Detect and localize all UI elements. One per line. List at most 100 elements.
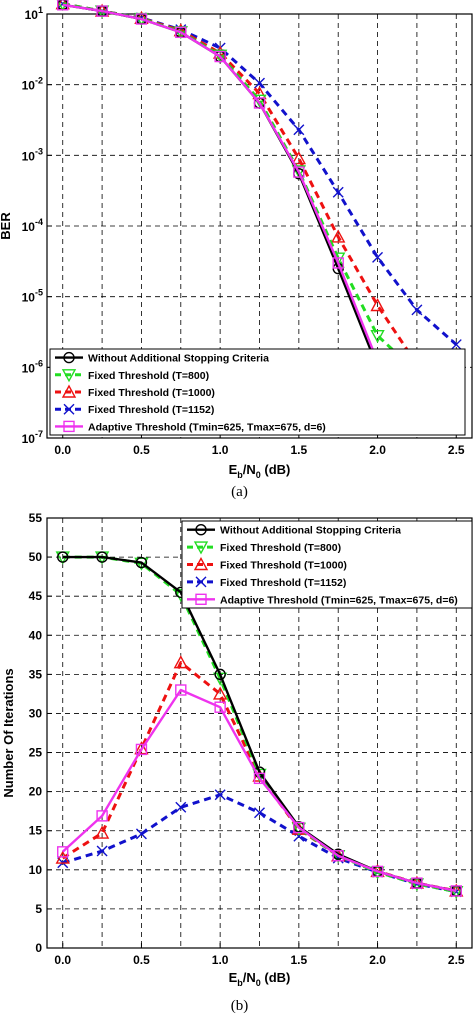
legend-entry-3: Fixed Threshold (T=1000) — [187, 557, 347, 572]
data-point-square — [57, 0, 69, 11]
data-point-triangle-up — [193, 557, 209, 571]
y-tick-label: 50 — [29, 550, 43, 564]
chart-ber: 0.0 0.5 1.0 1.5 2.0 2.5 101 10-2 10-3 10-4 10-5 10-… — [0, 0, 473, 500]
data-point-triangle-down — [449, 886, 464, 900]
data-point-circle — [135, 556, 148, 569]
data-point-square — [253, 772, 266, 785]
data-point-square — [63, 420, 75, 433]
y-tick-label: 45 — [29, 589, 43, 603]
data-point-square — [371, 865, 384, 878]
legend-entry-4: Fixed Threshold (T=1152) — [187, 576, 346, 589]
series-line — [61, 688, 457, 893]
data-point-square — [332, 850, 344, 862]
legend-label: Without Additional Stopping Criteria — [88, 353, 269, 365]
y-tick-label: 5 — [35, 902, 42, 916]
legend-entry-1: Without Additional Stopping Criteria — [187, 524, 401, 537]
data-point-square — [135, 743, 148, 756]
data-point-triangle-down — [193, 541, 209, 555]
legend-entry-2: Fixed Threshold (T=800) — [187, 541, 341, 555]
x-tick-label: 2.0 — [369, 953, 386, 967]
y-tick-label: 10-6 — [22, 358, 43, 375]
data-point-x — [332, 186, 344, 198]
legend-entry-2: Fixed Threshold (T=800) — [55, 369, 209, 383]
legend-label: Fixed Threshold (T=800) — [220, 542, 341, 554]
x-tick-label: 2.5 — [448, 953, 465, 967]
legend-label: Without Additional Stopping Criteria — [220, 525, 401, 537]
x-tick-label: 1.0 — [212, 953, 229, 967]
legend-label: Fixed Threshold (T=1000) — [88, 387, 215, 399]
y-axis-label: BER — [0, 212, 13, 240]
x-tick-label: 2.0 — [369, 443, 386, 457]
legend-entry-5: Adaptive Threshold (Tmin=625, Tmax=675, … — [55, 420, 326, 433]
data-point-square — [135, 13, 148, 25]
x-tick-label: 1.5 — [291, 443, 308, 457]
data-point-triangle-up — [331, 229, 346, 243]
x-tick-label: 1.5 — [291, 953, 308, 967]
data-point-x — [175, 801, 187, 813]
data-point-square — [195, 593, 207, 605]
x-tick-label: 0.0 — [54, 953, 71, 967]
data-point-triangle-up — [212, 686, 228, 700]
y-tick-label: 20 — [29, 785, 43, 799]
y-tick-label: 30 — [29, 706, 43, 720]
data-point-circle — [214, 668, 226, 681]
data-point-x — [450, 339, 462, 351]
data-point-triangle-up — [94, 825, 110, 839]
data-point-triangle-up — [370, 298, 385, 312]
data-point-triangle-up — [173, 655, 188, 669]
data-point-square — [293, 821, 305, 834]
y-tick-label: 55 — [29, 511, 43, 525]
data-point-square — [175, 684, 187, 696]
y-tick-label: 35 — [29, 667, 43, 681]
chart-iterations: 0.0 0.5 1.0 1.5 2.0 2.5 0 5 10 15 20 25 30 35 40 45 50 55… — [1, 511, 473, 1014]
y-tick-label: 10-2 — [22, 76, 43, 93]
data-point-square — [253, 97, 266, 109]
legend-label: Fixed Threshold (T=1152) — [220, 577, 346, 589]
data-point-x — [135, 828, 147, 840]
x-tick-label: 0.0 — [54, 443, 71, 457]
data-point-square — [96, 810, 108, 822]
x-axis-label: Eb/N0 (dB) — [229, 970, 291, 988]
data-point-x — [63, 403, 75, 415]
legend-label: Adaptive Threshold (Tmin=625, Tmax=675, … — [88, 421, 326, 433]
data-point-square — [293, 166, 305, 178]
x-tick-label: 0.5 — [133, 443, 150, 457]
y-tick-label: 25 — [29, 746, 43, 760]
series-5 — [57, 684, 462, 897]
y-tick-label: 15 — [29, 824, 43, 838]
data-point-triangle-down — [61, 369, 77, 383]
legend: Without Additional Stopping Criteria Fixe… — [181, 520, 473, 609]
data-point-square — [175, 26, 187, 39]
data-point-square — [332, 257, 344, 269]
data-point-x — [195, 576, 207, 588]
legend-entry-3: Fixed Threshold (T=1000) — [55, 384, 215, 399]
data-point-triangle-up — [61, 384, 77, 398]
data-point-triangle-up — [134, 741, 149, 755]
x-tick-label: 1.0 — [212, 443, 229, 457]
caption: (b) — [231, 998, 249, 1014]
data-point-triangle-down — [291, 165, 307, 179]
legend-label: Fixed Threshold (T=1000) — [220, 560, 347, 572]
legend-entry-1: Without Additional Stopping Criteria — [55, 351, 269, 365]
data-point-circle — [57, 551, 69, 563]
data-point-x — [411, 304, 423, 316]
y-tick-label: 0 — [35, 941, 42, 955]
y-tick-label: 101 — [25, 5, 43, 22]
y-tick-label: 10 — [29, 863, 43, 877]
legend-label: Fixed Threshold (T=800) — [88, 370, 209, 382]
data-point-x — [293, 124, 305, 136]
data-point-circle — [96, 551, 108, 563]
legend-entry-4: Fixed Threshold (T=1152) — [55, 403, 214, 416]
legend-box — [181, 520, 473, 609]
caption: (a) — [231, 484, 248, 500]
data-point-square — [214, 50, 226, 63]
data-point-x — [254, 77, 265, 89]
data-point-square — [214, 701, 226, 713]
y-axis-label: Number Of Iterations — [1, 668, 16, 797]
axes-frame — [46, 517, 473, 949]
legend: Without Additional Stopping Criteria Fixe… — [49, 348, 466, 436]
legend-label: Adaptive Threshold (Tmin=625, Tmax=675, … — [220, 594, 458, 606]
data-point-x — [96, 845, 108, 857]
legend-entry-5: Adaptive Threshold (Tmin=625, Tmax=675, … — [187, 593, 458, 606]
